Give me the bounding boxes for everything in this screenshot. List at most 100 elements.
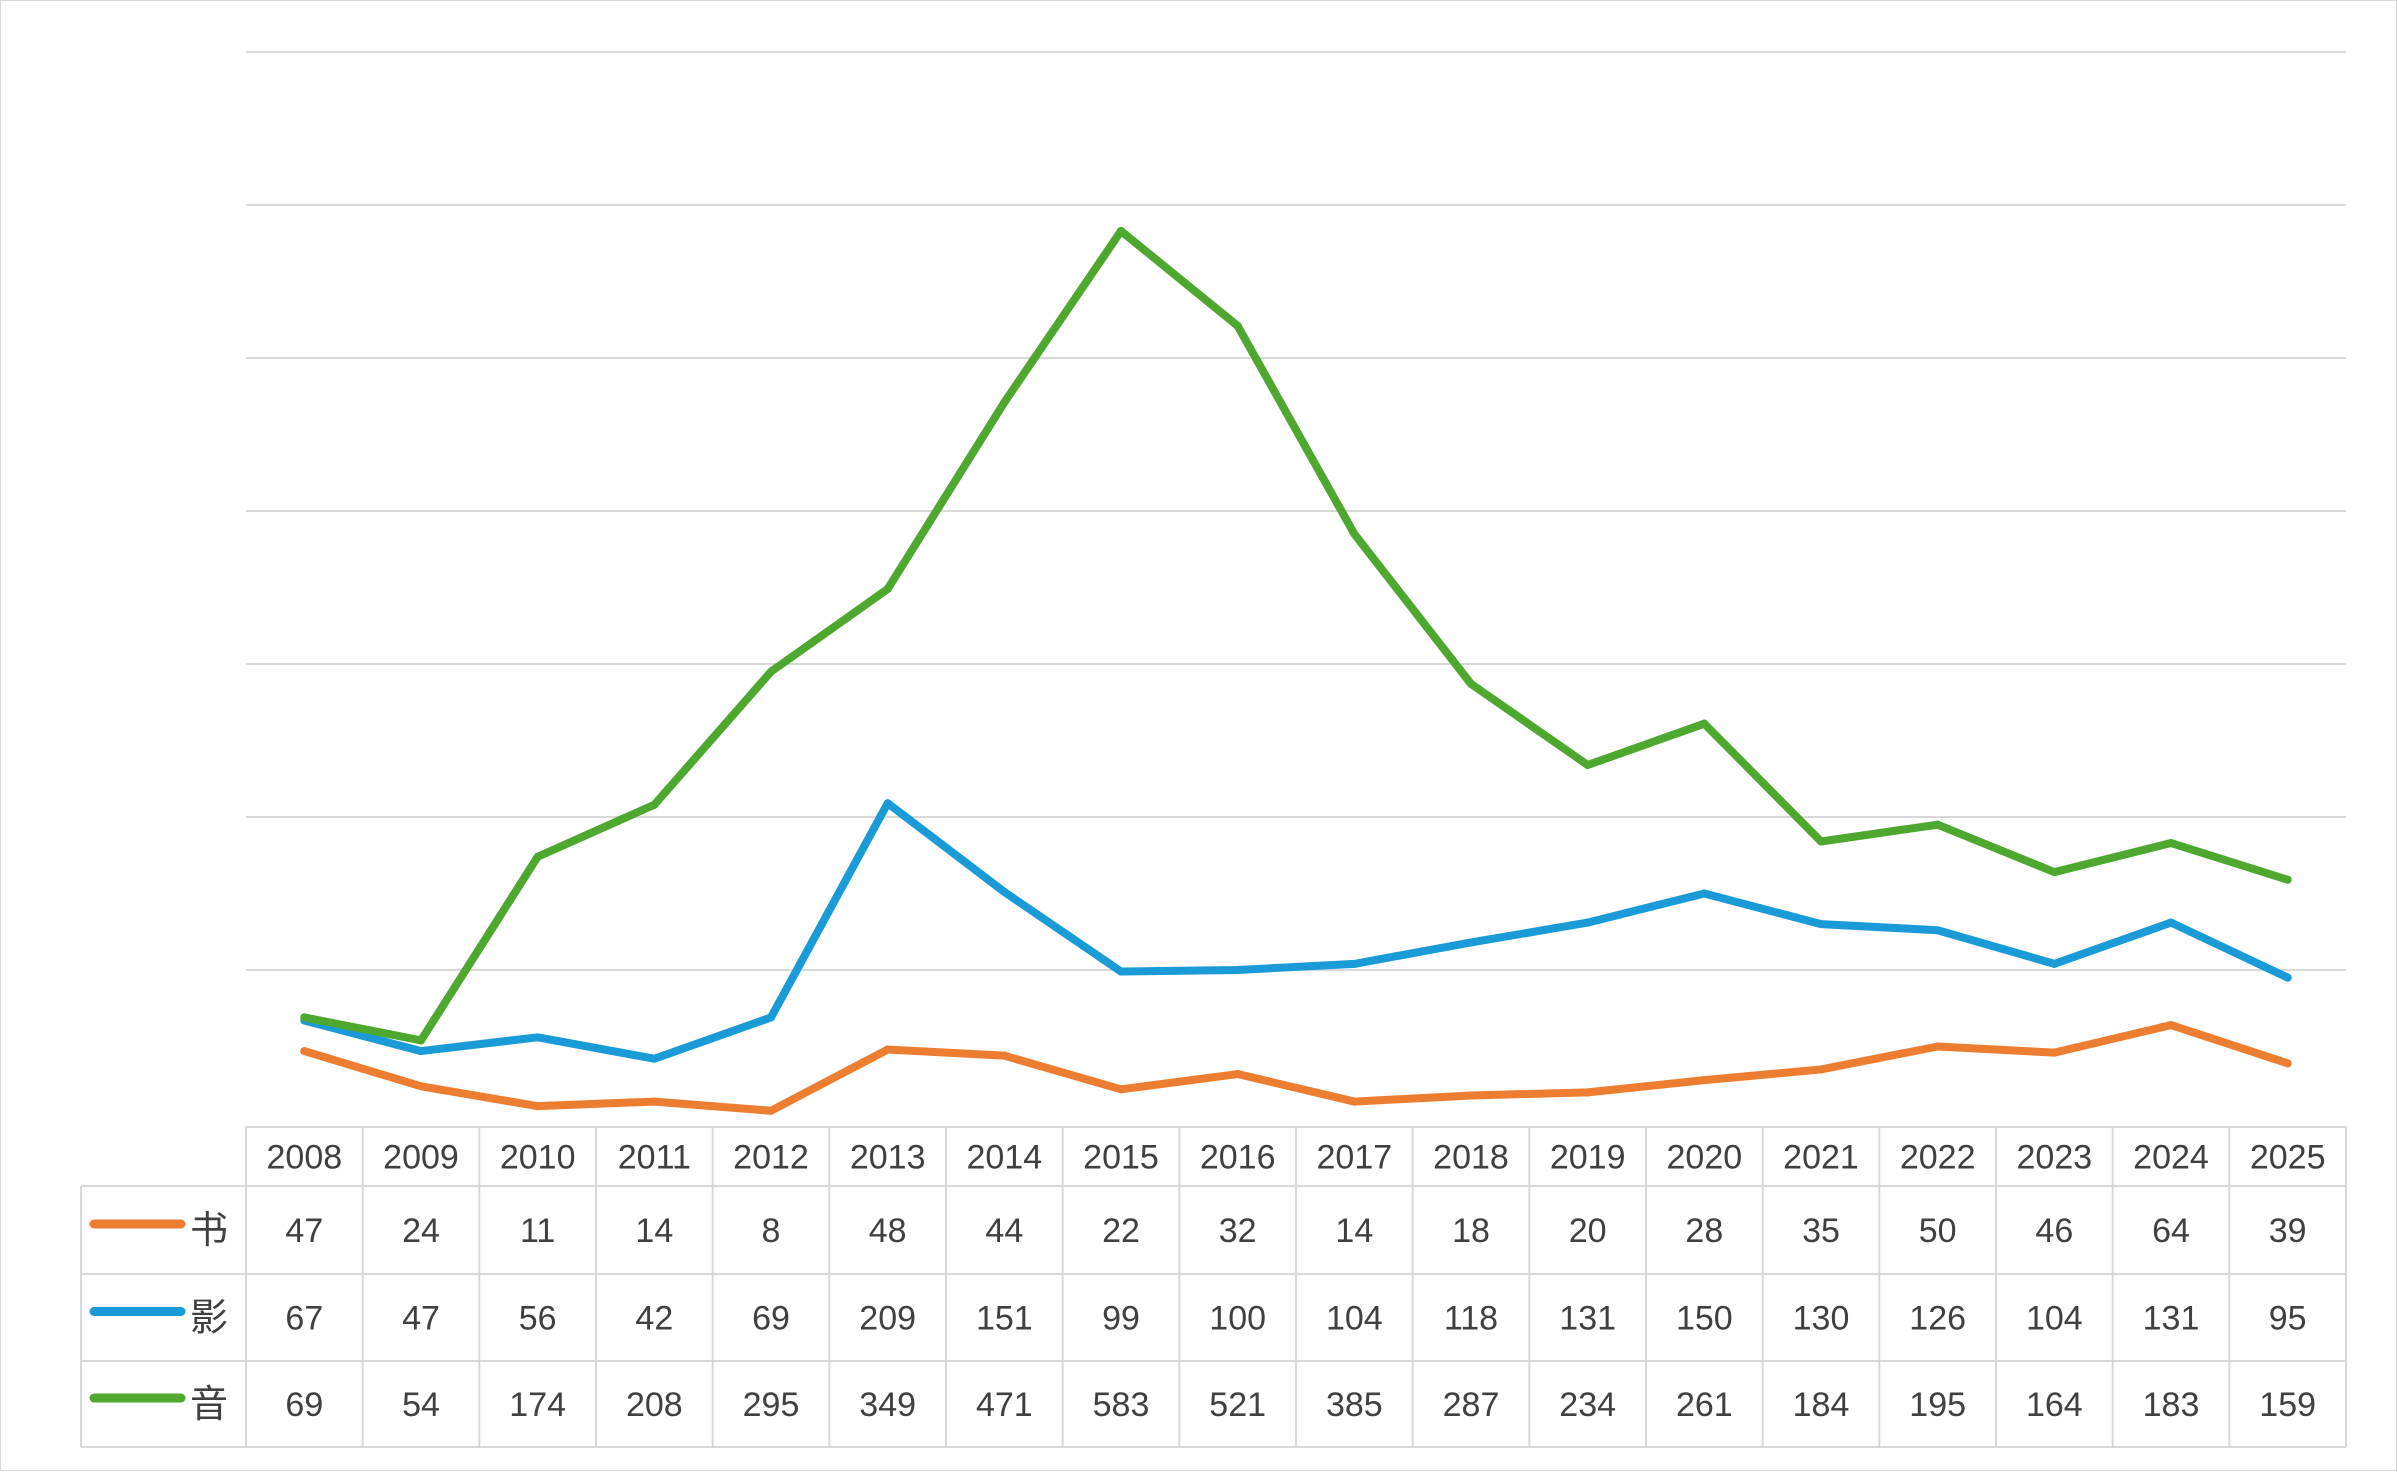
- data-label: 287: [1443, 1386, 1500, 1424]
- series-lines: [300, 227, 2292, 1115]
- data-point: [883, 799, 892, 808]
- x-tick-label: 2020: [1667, 1139, 1743, 1177]
- data-point: [883, 585, 892, 594]
- data-point: [1467, 1091, 1475, 1100]
- data-point: [2167, 918, 2175, 927]
- data-point: [883, 1045, 892, 1054]
- data-label: 8: [762, 1212, 781, 1250]
- data-label: 471: [976, 1386, 1033, 1424]
- x-tick-label: 2015: [1083, 1139, 1159, 1177]
- data-label: 18: [1452, 1212, 1490, 1250]
- data-label: 130: [1793, 1300, 1850, 1338]
- data-point: [1233, 321, 1242, 330]
- x-tick-label: 2011: [618, 1139, 691, 1177]
- series-line-2: [300, 799, 2292, 1063]
- data-point: [1933, 1042, 1942, 1051]
- data-label: 195: [1909, 1386, 1966, 1424]
- data-table: 2008 2009 2010 2011 2012 2013 2014 2015 2016 2017…: [80, 1126, 2347, 1448]
- series-line-1: [300, 1021, 2292, 1115]
- x-tick-label: 2009: [383, 1139, 459, 1177]
- data-point: [300, 1047, 309, 1056]
- data-point: [1933, 926, 1942, 935]
- data-label: 47: [402, 1300, 440, 1338]
- data-label: 385: [1326, 1386, 1383, 1424]
- data-label: 67: [285, 1300, 323, 1338]
- data-label: 11: [520, 1212, 555, 1250]
- legend-label: 书: [190, 1210, 228, 1252]
- data-label: 69: [752, 1300, 790, 1338]
- data-point: [1350, 529, 1359, 538]
- data-point: [2167, 1021, 2175, 1030]
- data-label: 208: [626, 1386, 683, 1424]
- data-point: [1700, 719, 1709, 728]
- data-point: [1350, 959, 1359, 968]
- data-label: 131: [2143, 1300, 2200, 1338]
- data-label: 295: [743, 1386, 800, 1424]
- data-point: [1233, 966, 1242, 974]
- data-label: 126: [1909, 1300, 1966, 1338]
- data-label: 104: [2026, 1300, 2083, 1338]
- data-label: 99: [1102, 1300, 1140, 1338]
- data-point: [2283, 875, 2292, 884]
- data-point: [1117, 227, 1125, 236]
- data-label: 39: [2269, 1212, 2307, 1250]
- data-point: [767, 1013, 775, 1022]
- data-label: 104: [1326, 1300, 1383, 1338]
- data-label: 54: [402, 1386, 440, 1424]
- data-label: 184: [1793, 1386, 1850, 1424]
- data-point: [1117, 967, 1125, 976]
- data-label: 14: [1335, 1212, 1373, 1250]
- data-label: 151: [976, 1300, 1033, 1338]
- data-point: [300, 1013, 309, 1022]
- data-point: [767, 667, 775, 676]
- data-label: 20: [1569, 1212, 1607, 1250]
- data-label: 56: [519, 1300, 557, 1338]
- data-label: 100: [1209, 1300, 1266, 1338]
- x-tick-label: 2022: [1900, 1139, 1976, 1177]
- x-tick-label: 2008: [267, 1139, 343, 1177]
- data-point: [2167, 839, 2175, 848]
- data-point: [1583, 760, 1592, 769]
- data-label: 349: [859, 1386, 916, 1424]
- data-point: [533, 852, 542, 861]
- data-point: [2283, 1059, 2292, 1068]
- x-tick-label: 2014: [967, 1139, 1043, 1177]
- x-tick-label: 2018: [1433, 1139, 1509, 1177]
- data-point: [1817, 920, 1825, 929]
- data-label: 42: [635, 1300, 673, 1338]
- data-label: 261: [1676, 1386, 1733, 1424]
- data-label: 164: [2026, 1386, 2083, 1424]
- data-point: [1700, 889, 1709, 898]
- data-label: 521: [1209, 1386, 1266, 1424]
- data-point: [1117, 1085, 1125, 1094]
- x-tick-label: 2024: [2133, 1139, 2209, 1177]
- series-line-3: [300, 227, 2292, 1045]
- data-label: 14: [635, 1212, 673, 1250]
- data-label: 174: [509, 1386, 566, 1424]
- data-label: 48: [869, 1212, 907, 1250]
- data-point: [533, 1102, 542, 1111]
- gridlines: [246, 51, 2346, 971]
- data-label: 47: [285, 1212, 323, 1250]
- data-label: 583: [1093, 1386, 1150, 1424]
- legend-label: 影: [190, 1298, 228, 1340]
- data-point: [2050, 1048, 2059, 1057]
- data-point: [417, 1036, 425, 1045]
- data-label: 24: [402, 1212, 440, 1250]
- data-point: [767, 1106, 775, 1115]
- data-point: [1350, 1097, 1359, 1106]
- x-tick-label: 2019: [1550, 1139, 1626, 1177]
- legend-label: 音: [190, 1384, 228, 1426]
- x-tick-label: 2016: [1200, 1139, 1276, 1177]
- data-point: [417, 1047, 425, 1056]
- data-point: [1583, 918, 1592, 927]
- data-label: 46: [2035, 1212, 2073, 1250]
- x-tick-label: 2025: [2250, 1139, 2326, 1177]
- data-label: 95: [2269, 1300, 2307, 1338]
- data-point: [2050, 959, 2059, 968]
- data-label: 118: [1444, 1300, 1498, 1338]
- data-label: 28: [1685, 1212, 1723, 1250]
- data-label: 209: [859, 1300, 916, 1338]
